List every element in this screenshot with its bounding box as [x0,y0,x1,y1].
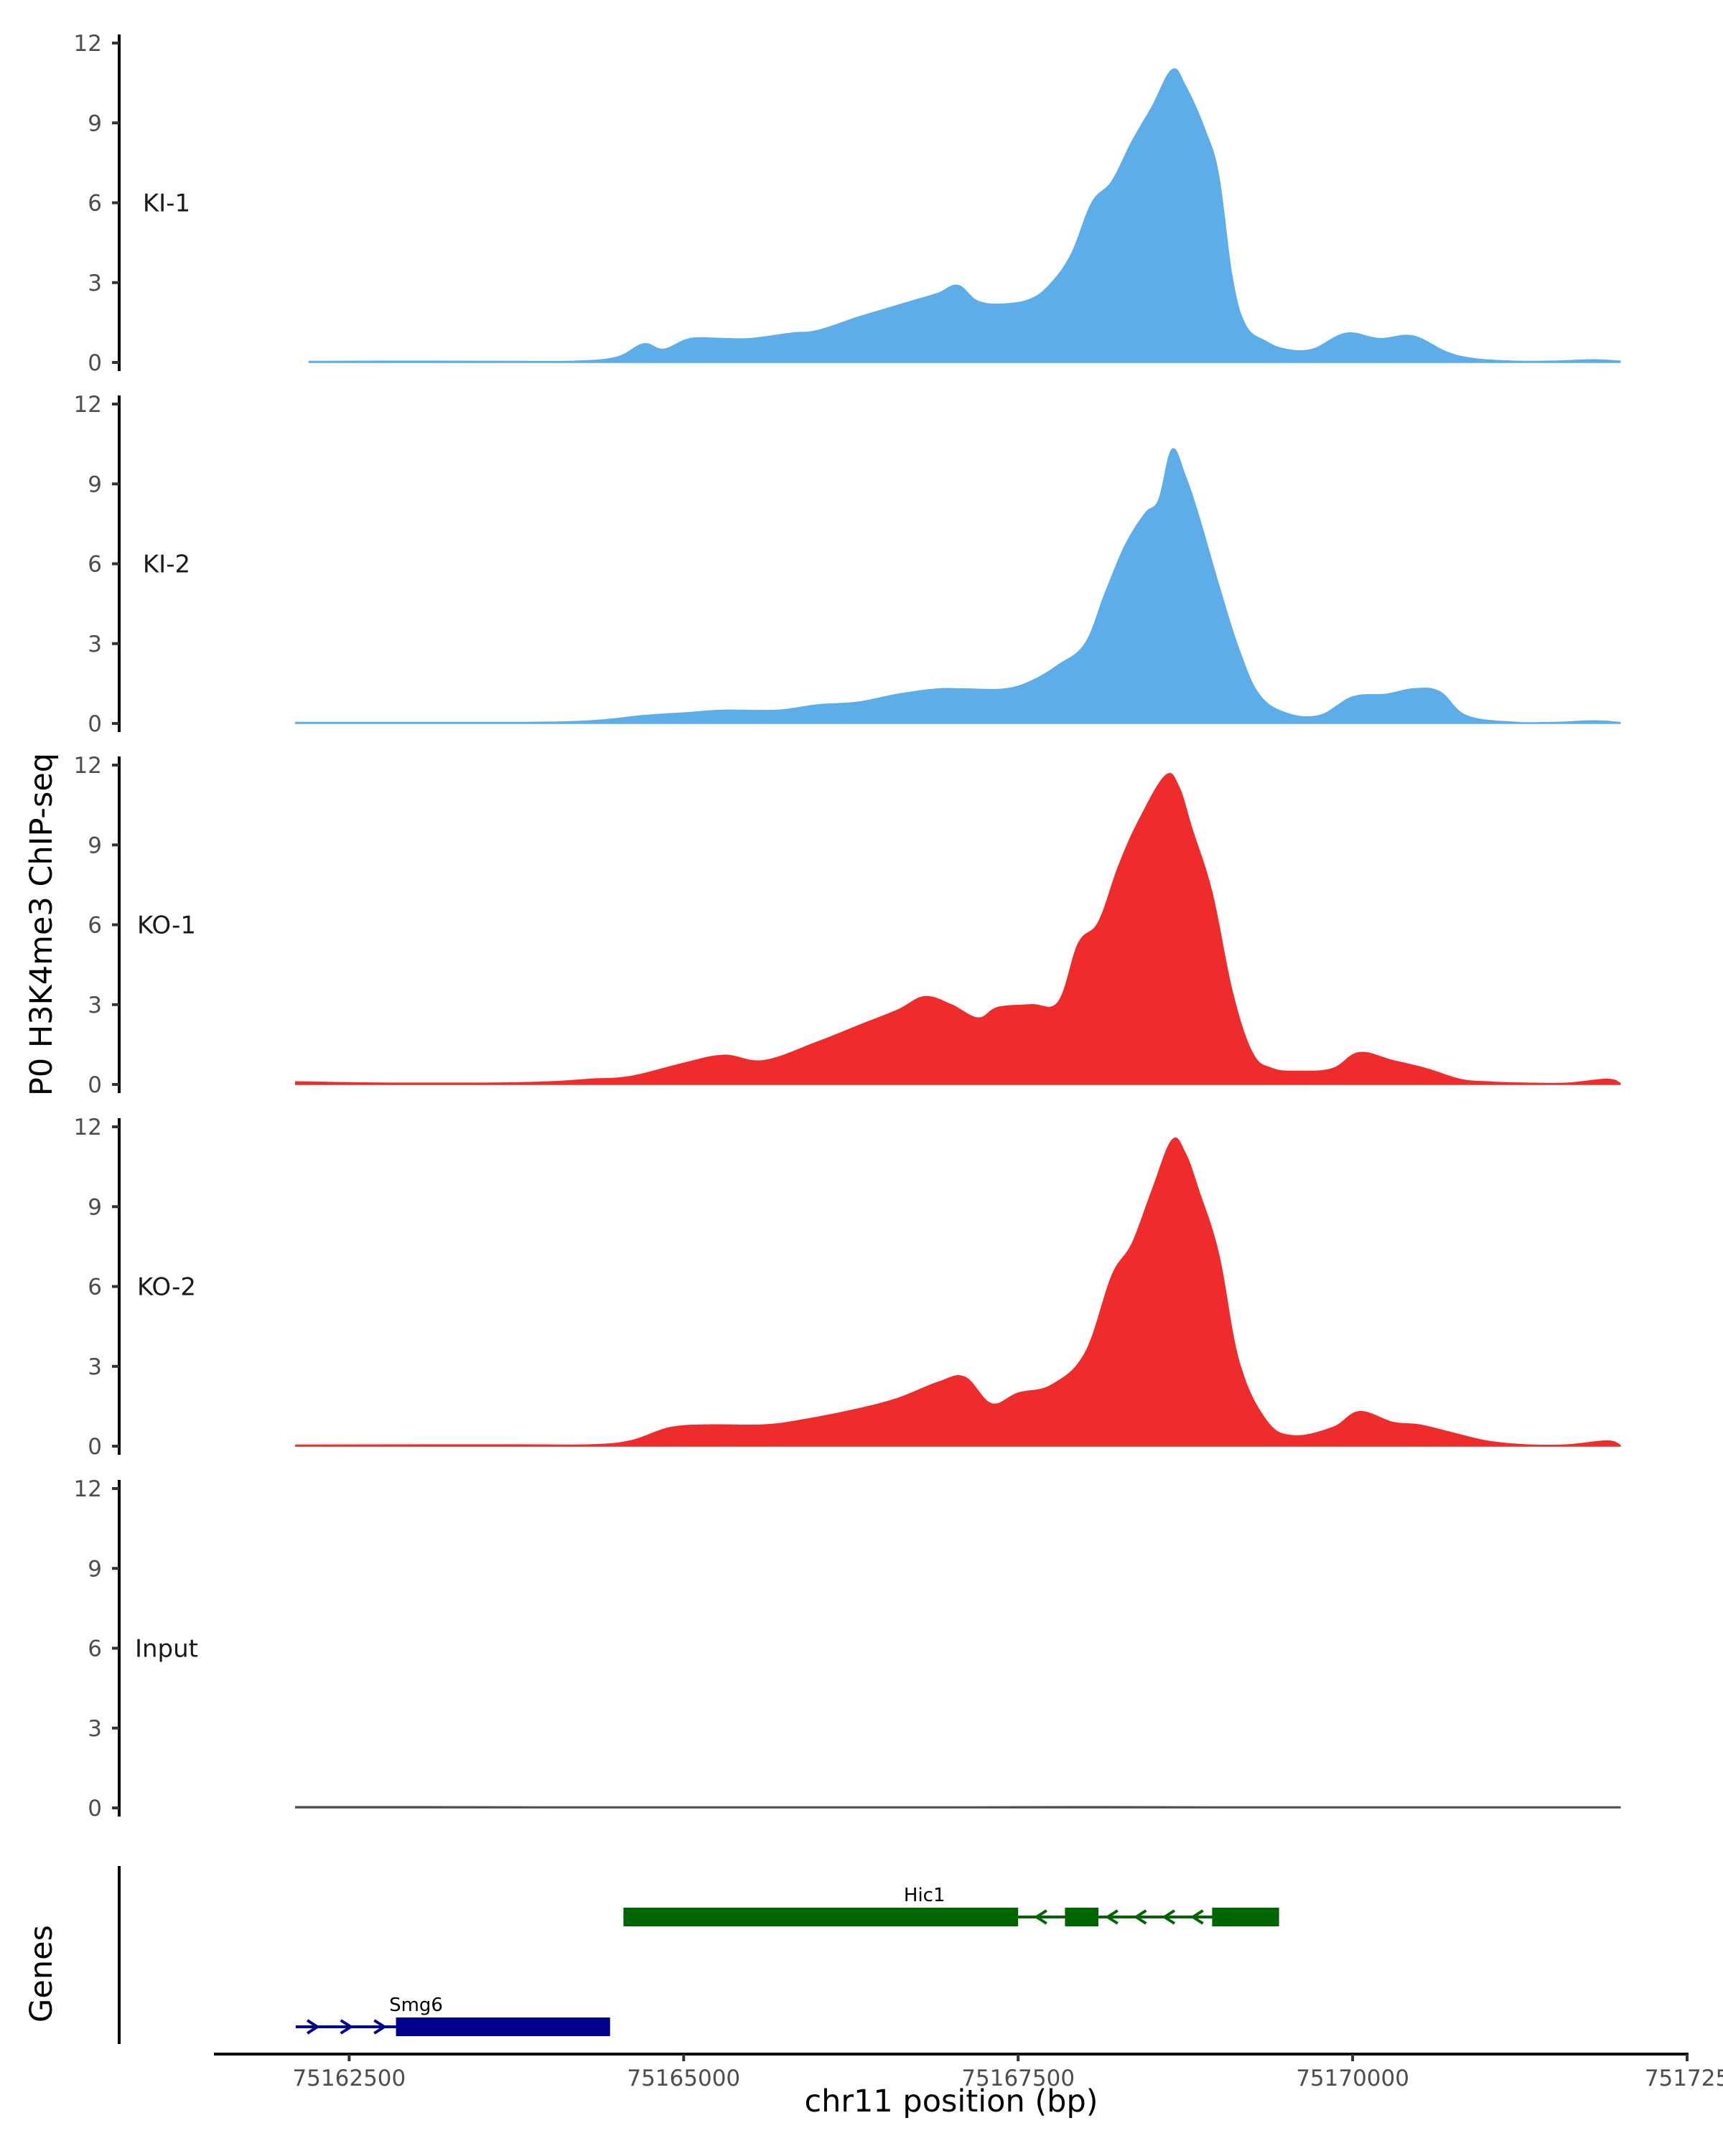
gene-exon [1212,1908,1279,1926]
gene-exon [623,1908,1019,1926]
y-tick-label: 9 [88,1194,102,1220]
y-tick-label: 3 [88,1354,102,1380]
y-tick-label: 6 [88,1636,102,1662]
y-tick-label: 12 [74,1115,102,1140]
y-tick-label: 12 [74,392,102,418]
y-tick-label: 3 [88,993,102,1018]
x-tick-label: 75165000 [627,2066,740,2091]
track-area-input [295,1806,1621,1809]
y-tick-label: 3 [88,271,102,296]
strand-arrow-icon [340,2019,354,2035]
y-tick-label: 9 [88,472,102,497]
y-tick-label: 6 [88,913,102,939]
track-area-ki-2 [295,448,1621,724]
track-label: KI-1 [143,189,190,218]
track-label: KI-2 [143,550,190,579]
track-area-ki-1 [308,68,1621,363]
strand-arrow-icon [1162,1909,1176,1925]
y-tick-label: 9 [88,111,102,136]
track-area-ko-2 [295,1137,1621,1447]
strand-arrow-icon [307,2019,320,2035]
x-tick-label: 751725 [1645,2066,1723,2091]
y-tick-label: 6 [88,191,102,217]
x-tick-label: 75167500 [961,2066,1075,2091]
strand-arrow-icon [1133,1909,1147,1925]
x-tick-label: 75170000 [1296,2066,1409,2091]
y-tick-label: 0 [88,1434,102,1460]
strand-arrow-icon [1190,1909,1204,1925]
y-tick-label: 6 [88,552,102,578]
y-axis-title: P0 H3K4me3 ChIP-seq [24,753,60,1096]
y-tick-label: 0 [88,1796,102,1822]
track-label: Input [135,1635,198,1664]
genes-axis-title: Genes [24,1925,60,2023]
x-tick-label: 75162500 [292,2066,406,2091]
y-tick-label: 12 [74,753,102,779]
gene-label: Hic1 [904,1885,945,1906]
y-tick-label: 12 [74,1476,102,1502]
y-tick-label: 3 [88,1716,102,1742]
y-tick-label: 0 [88,1072,102,1098]
y-tick-label: 9 [88,1556,102,1582]
track-area-ko-1 [295,772,1621,1085]
gene-label: Smg6 [389,1995,443,2016]
y-tick-label: 6 [88,1275,102,1300]
track-label: KO-2 [137,1273,196,1302]
y-tick-label: 0 [88,711,102,737]
x-axis-title: chr11 position (bp) [804,2084,1098,2119]
strand-arrow-icon [1105,1909,1119,1925]
strand-arrow-icon [1034,1909,1047,1925]
y-tick-label: 9 [88,833,102,858]
track-label: KO-1 [137,911,196,940]
y-tick-label: 0 [88,350,102,376]
gene-exon [396,2017,610,2036]
gene-exon [1065,1908,1098,1926]
y-tick-label: 3 [88,632,102,657]
strand-arrow-icon [373,2019,387,2035]
y-tick-label: 12 [74,31,102,57]
